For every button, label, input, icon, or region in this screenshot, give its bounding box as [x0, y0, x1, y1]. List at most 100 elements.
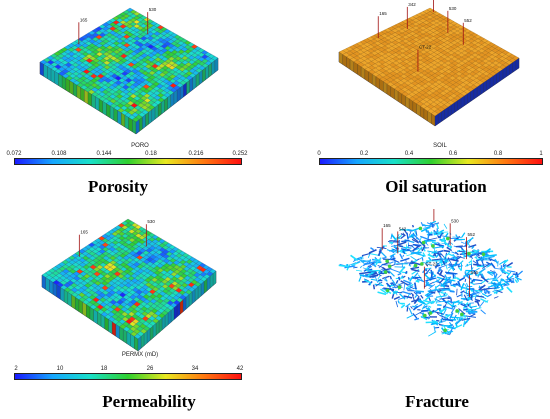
well-label: 530 [149, 7, 157, 12]
soil-wells: 1653425304016552CT-22 [377, 0, 472, 72]
fracture-segment [444, 313, 451, 317]
fracture-segment [424, 241, 429, 246]
fracture-segment [422, 252, 426, 257]
fracture-segment [440, 291, 448, 296]
fracture-segment [480, 256, 484, 262]
poro-side-cell [84, 89, 89, 105]
fracture-segment [447, 263, 452, 266]
fracture-segment [470, 305, 477, 308]
fracture-segment [401, 248, 406, 254]
fracture-node [443, 328, 447, 333]
fracture-segment [466, 237, 474, 243]
fracture-segment [425, 260, 430, 263]
fracture-node [421, 240, 426, 245]
fracture-segment [367, 253, 371, 258]
fracture-segment [442, 304, 447, 309]
fracture-segment [476, 271, 482, 277]
fracture-segment [485, 300, 489, 303]
fracture-segment [434, 252, 442, 255]
fracture-segment [433, 230, 439, 235]
fracture-segment [417, 300, 425, 305]
fracture-segment [455, 255, 462, 261]
fracture-segment [448, 240, 454, 245]
fracture-segment [487, 271, 494, 277]
fracture-segment [402, 249, 415, 252]
fracture-segment [410, 292, 415, 296]
oil-saturation-model-3d: 1653425304016552CT-22 [338, 0, 520, 127]
fracture-segment [516, 270, 524, 276]
fracture-segment [443, 223, 448, 229]
fracture-segment [486, 264, 492, 268]
fracture-segment [350, 261, 357, 266]
fracture-segment [400, 304, 406, 309]
fracture-segment [367, 272, 374, 276]
fracture-segment [432, 278, 441, 284]
fracture-segment [426, 222, 436, 227]
fracture-segment [405, 303, 411, 308]
fracture-segment [439, 297, 450, 300]
fracture-segment [358, 276, 362, 282]
fracture-segment [460, 282, 465, 291]
soil-top-cell [431, 111, 439, 117]
fracture-segment [461, 232, 466, 238]
fracture-segment [420, 222, 424, 227]
fracture-segment [460, 290, 465, 294]
fracture-segment [420, 294, 424, 299]
fracture-segment [447, 295, 452, 299]
poro-side-cell [69, 80, 74, 95]
fracture-segment [446, 329, 451, 335]
permeability-tick: 34 [191, 366, 199, 372]
fracture-segment [380, 268, 384, 271]
oil-saturation-colorbar [319, 158, 543, 165]
well-label: CT-22 [425, 262, 438, 267]
fracture-segment [492, 271, 497, 275]
permeability-model-3d: 165 530 [41, 218, 217, 352]
fracture-segment [497, 260, 499, 267]
fracture-segment [405, 287, 417, 293]
fracture-segment [403, 283, 406, 291]
fracture-node [397, 285, 402, 290]
fracture-segment [355, 269, 362, 272]
fracture-segment [361, 260, 372, 263]
fracture-segment [427, 288, 438, 292]
fracture-segment [460, 297, 470, 301]
fracture-segment [456, 249, 461, 253]
fracture-segment [490, 262, 496, 269]
fracture-segment [359, 265, 363, 269]
fracture-segment [493, 296, 499, 299]
fracture-segment [395, 280, 399, 284]
fracture-segment [412, 233, 419, 240]
fracture-segment [425, 269, 428, 272]
fracture-segment [454, 251, 459, 256]
porosity-panel: 165 530 PORO 0.072 0.108 0.144 0.18 0.216… [0, 0, 275, 209]
fracture-segment [380, 270, 383, 275]
fracture-segment [436, 312, 440, 316]
fracture-segment [440, 245, 444, 248]
soil-grid-cells [338, 7, 520, 127]
fracture-segment [427, 253, 435, 259]
fracture-node [467, 251, 471, 256]
fracture-segment [375, 281, 383, 287]
fracture-segment [378, 270, 381, 274]
fracture-segment [429, 222, 432, 229]
fracture-segment [473, 282, 482, 285]
permeability-tick: 18 [100, 366, 108, 372]
fracture-segment [464, 263, 473, 267]
fracture-segment [408, 277, 411, 281]
well-label: 165 [80, 230, 88, 235]
fracture-segment [439, 257, 446, 261]
fracture-segment [428, 256, 432, 261]
fracture-segment [464, 278, 467, 282]
fracture-segment [374, 276, 378, 283]
fracture-segment [433, 320, 438, 324]
fracture-segment [470, 267, 474, 272]
fracture-segment [446, 330, 454, 335]
fracture-segment [389, 275, 393, 280]
fracture-segment [514, 276, 522, 281]
frac-wells: 1655425304016552546CT-22 [381, 209, 479, 298]
well-label: 342 [408, 2, 416, 7]
poro-side-cell [50, 68, 55, 84]
fracture-segment [466, 273, 470, 277]
fracture-segment [402, 291, 412, 295]
fracture-segment [445, 314, 451, 319]
